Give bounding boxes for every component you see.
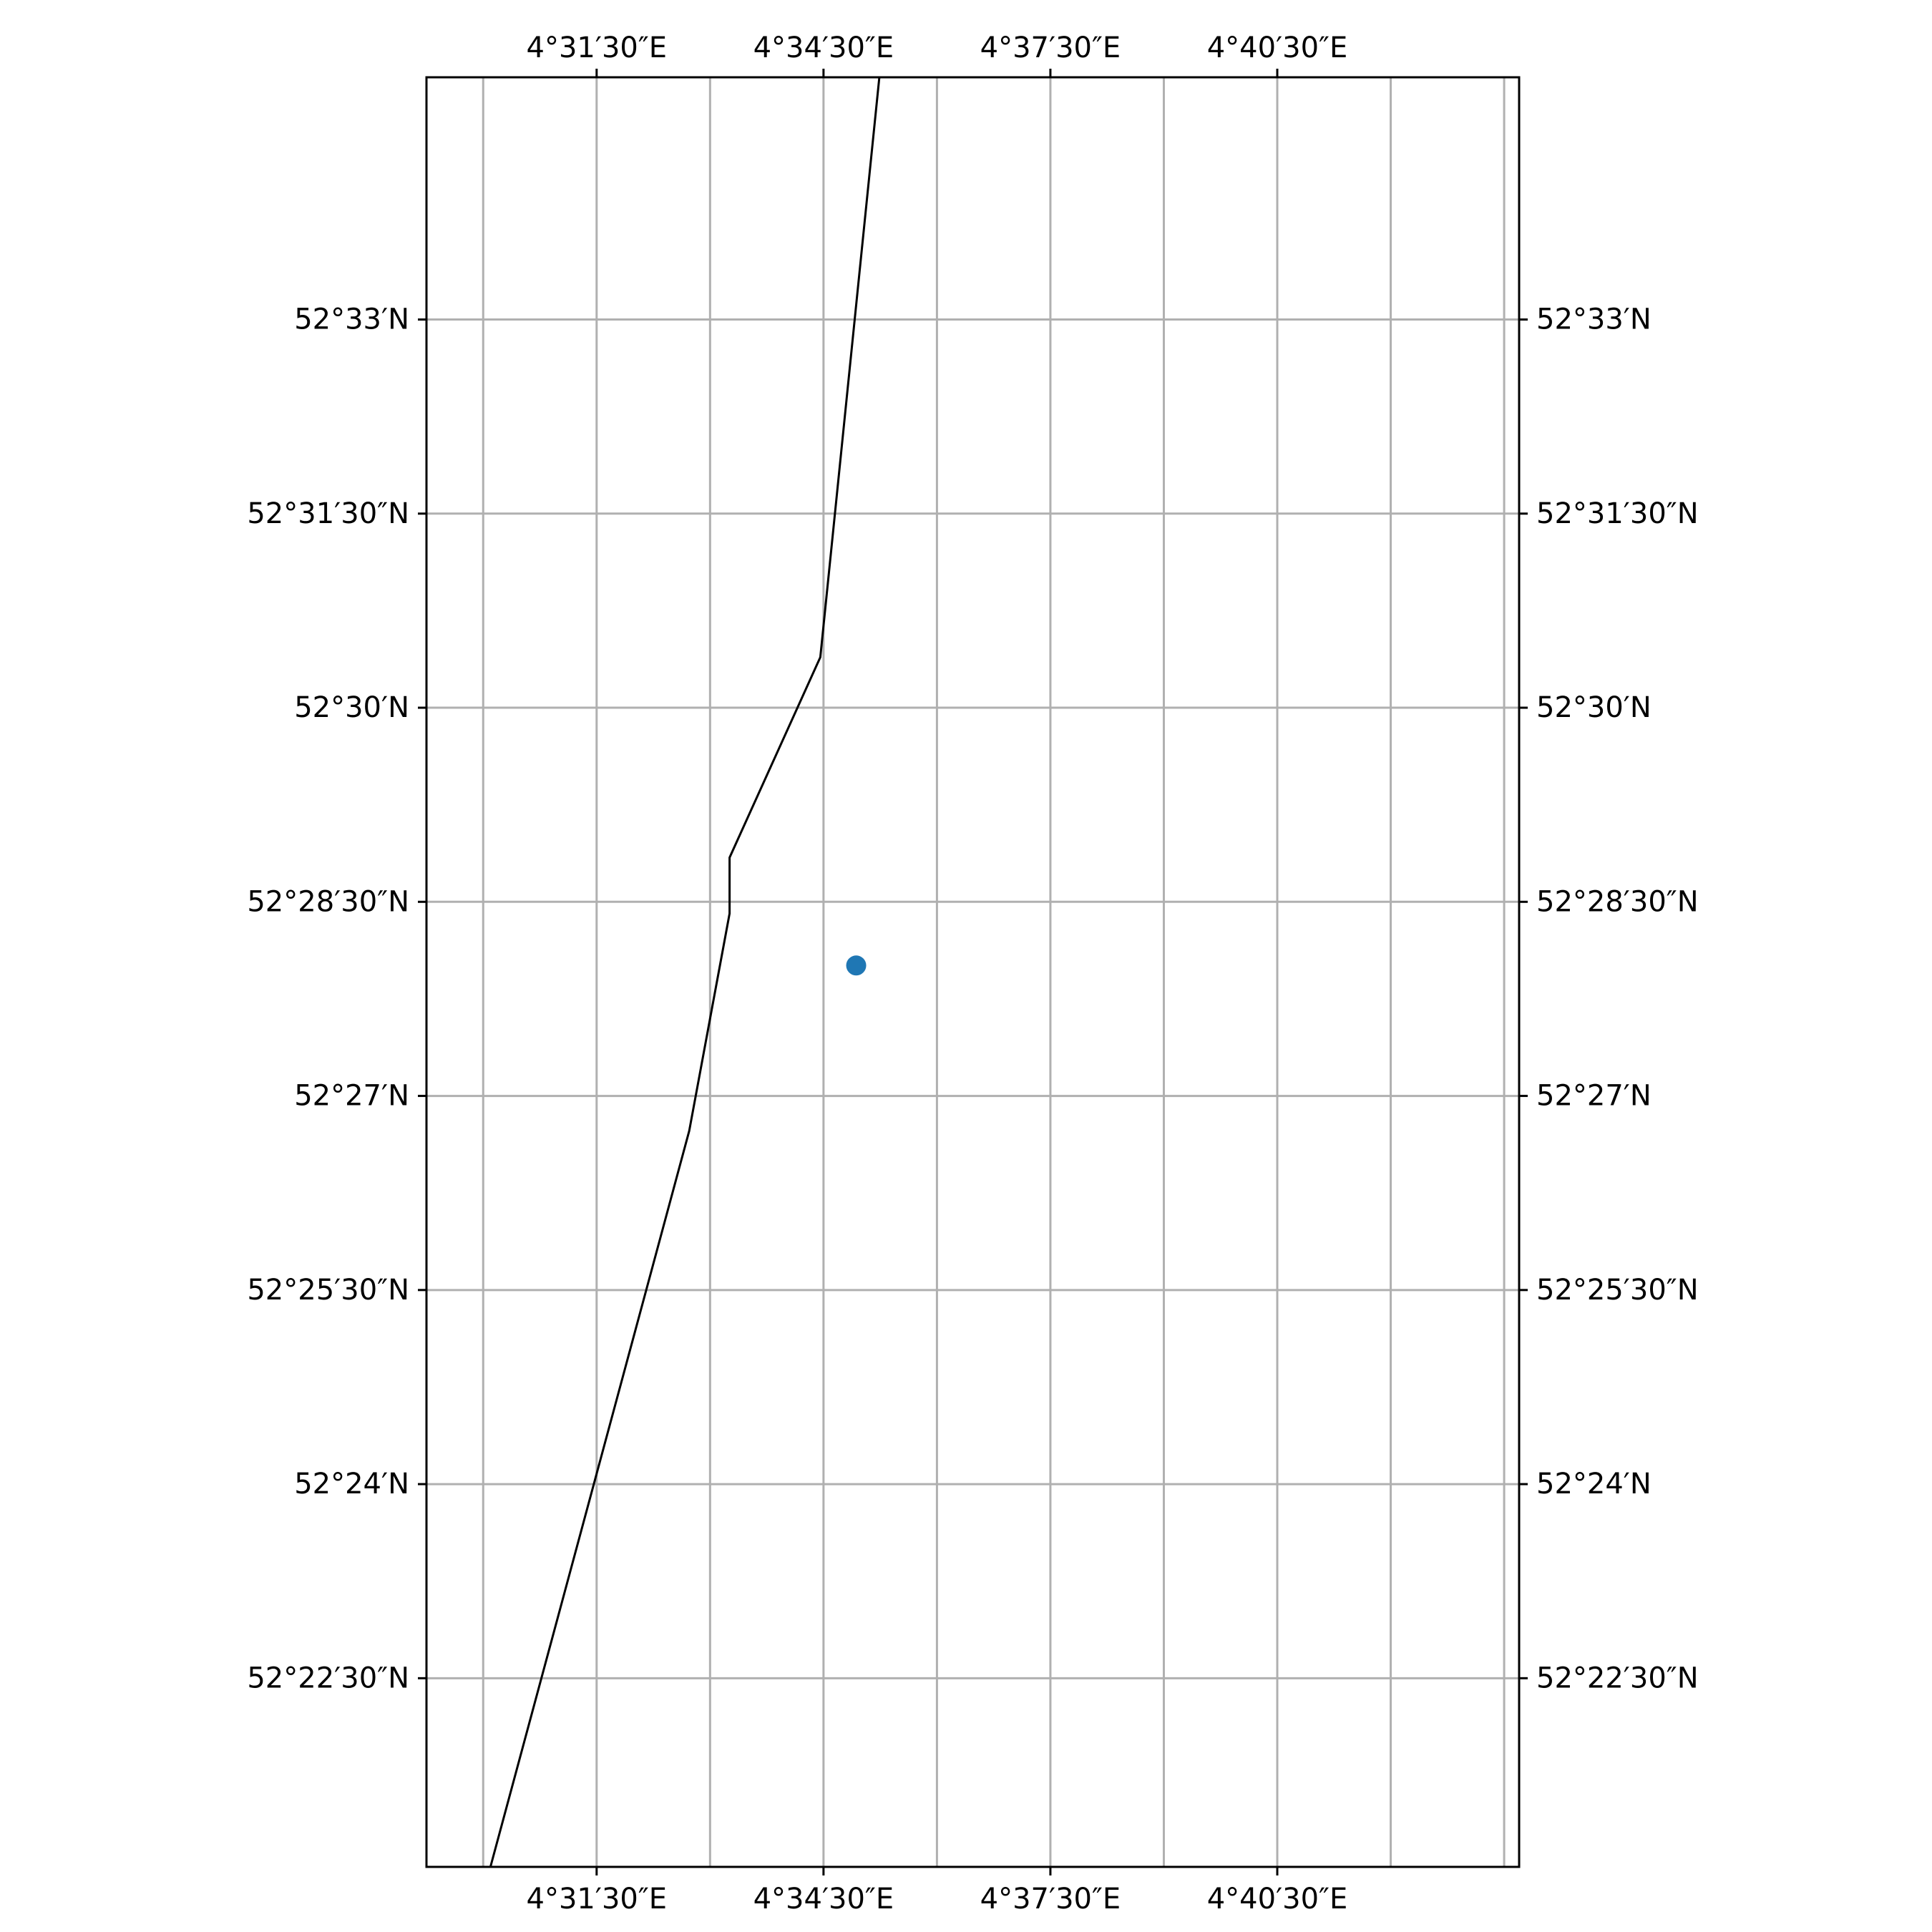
lon-tick-label-top: 4°34′30″E: [753, 31, 894, 64]
lat-tick-label-left: 52°28′30″N: [247, 885, 409, 918]
lat-tick-label-left: 52°25′30″N: [247, 1274, 409, 1307]
coastline-layer: [489, 77, 881, 1868]
lon-tick-label-top: 4°31′30″E: [527, 31, 668, 64]
lat-tick-label-left: 52°22′30″N: [247, 1662, 409, 1694]
lon-tick-label-top: 4°37′30″E: [980, 31, 1121, 64]
lon-tick-label-top: 4°40′30″E: [1207, 31, 1348, 64]
lon-tick-label-bottom: 4°40′30″E: [1207, 1883, 1348, 1916]
lat-tick-label-right: 52°28′30″N: [1536, 885, 1699, 918]
lat-tick-label-right: 52°27′N: [1536, 1080, 1652, 1113]
coastline: [489, 77, 881, 1868]
lat-tick-label-right: 52°25′30″N: [1536, 1274, 1699, 1307]
tick-labels: 52°22′30″N 52°22′30″N 52°24′N 52°24′N 52°25′…: [247, 31, 1698, 1916]
lat-tick-label-left: 52°24′N: [294, 1468, 409, 1501]
lon-tick-label-bottom: 4°31′30″E: [527, 1883, 668, 1916]
point-layer: [846, 955, 867, 976]
lat-tick-label-left: 52°30′N: [294, 691, 409, 724]
lat-tick-label-right: 52°30′N: [1536, 691, 1652, 724]
lat-tick-label-right: 52°33′N: [1536, 303, 1652, 336]
lat-tick-label-right: 52°24′N: [1536, 1468, 1652, 1501]
lat-tick-label-right: 52°31′30″N: [1536, 497, 1699, 530]
lon-tick-label-bottom: 4°37′30″E: [980, 1883, 1121, 1916]
graticule: [426, 77, 1519, 1867]
lat-tick-label-left: 52°33′N: [294, 303, 409, 336]
lon-tick-label-bottom: 4°34′30″E: [753, 1883, 894, 1916]
lat-tick-label-left: 52°27′N: [294, 1080, 409, 1113]
lat-tick-label-right: 52°22′30″N: [1536, 1662, 1699, 1694]
location-marker: [846, 955, 867, 976]
map-frame: [425, 76, 1521, 1868]
lat-tick-label-left: 52°31′30″N: [247, 497, 409, 530]
